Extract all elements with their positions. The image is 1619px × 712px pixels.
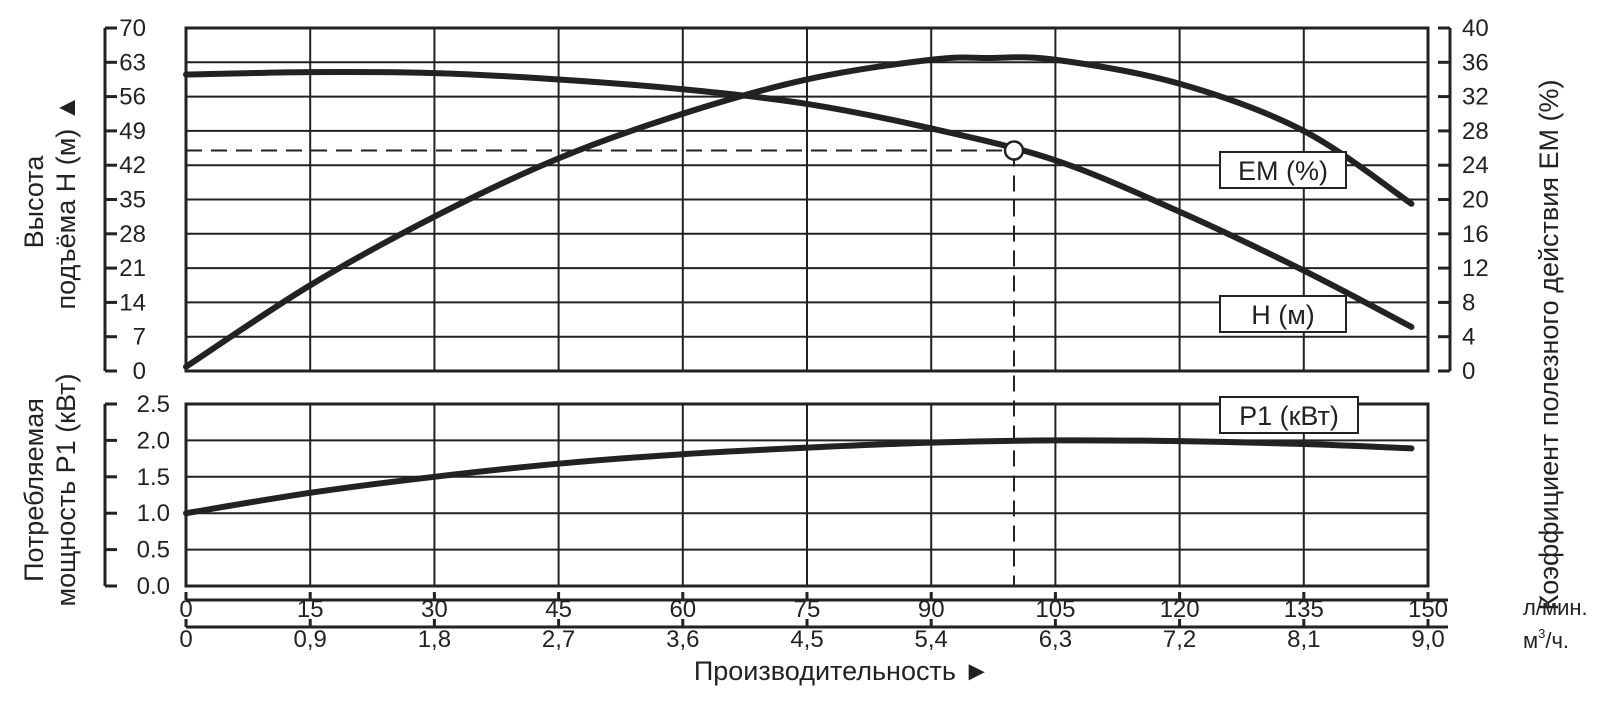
efficiency-tick-label: 20 [1462,187,1489,214]
curves [183,54,1415,517]
power-axis-title-line2: мощность P1 (кВт) [51,374,81,607]
efficiency-series-label-box [1219,151,1347,189]
head-axis-ticks: 0 7 14 21 28 35 42 49 56 63 70 [105,15,146,385]
x-tick-label-lpm: 120 [1160,596,1200,623]
power-panel-frame [184,402,1430,588]
x-tick-label-lpm: 105 [1035,596,1075,623]
head-tick-label: 70 [119,15,146,42]
x-unit-m3h-suffix: /ч. [1545,628,1569,653]
power-curve [183,437,1415,517]
x-tick-label-m3h: 7,2 [1163,626,1196,653]
x-axis-ticks: 0 0 15 0,9 30 1,8 45 2,7 60 3,6 75 4,5 90 5,4 105 6,3 12… [179,592,1448,653]
x-tick-label-lpm: 30 [421,596,448,623]
x-tick-label-m3h: 1,8 [418,626,451,653]
head-tick-label: 63 [119,49,146,76]
x-tick-label-m3h: 8,1 [1287,626,1320,653]
head-series-label-box [1219,295,1347,333]
efficiency-tick-label: 32 [1462,84,1489,111]
x-unit-lpm: л/мин. [1523,595,1588,620]
head-panel-frame [184,26,1430,373]
x-tick-label-lpm: 75 [794,596,821,623]
x-tick-label-m3h: 4,5 [790,626,823,653]
x-tick-label-lpm: 15 [297,596,324,623]
operating-point-lines [186,149,1015,586]
efficiency-tick-label: 0 [1462,358,1475,385]
power-tick-label: 1.5 [137,464,170,491]
x-tick-label-lpm: 60 [669,596,696,623]
x-axis-title: Производительность ► [694,656,990,686]
efficiency-series-label: ЕМ (%) [1238,156,1328,186]
series-labels: ЕМ (%) H (м) P1 (кВт) [1219,151,1359,434]
head-axis-title-line1: Высота [19,155,49,249]
x-tick-label-lpm: 90 [918,596,945,623]
power-tick-label: 2.5 [137,391,170,418]
x-tick-label-m3h: 0,9 [294,626,327,653]
efficiency-axis-ticks: 0 4 8 12 16 20 24 28 32 36 40 [1438,15,1489,385]
power-series-label: P1 (кВт) [1239,401,1339,431]
x-tick-label-m3h: 0 [179,626,192,653]
efficiency-tick-label: 40 [1462,15,1489,42]
x-tick-label-lpm: 135 [1284,596,1324,623]
power-series-label-box [1219,396,1359,434]
head-tick-label: 7 [133,324,146,351]
efficiency-tick-label: 36 [1462,49,1489,76]
x-tick-label-m3h: 9,0 [1411,626,1444,653]
power-tick-label: 1.0 [137,500,170,527]
head-series-label: H (м) [1251,300,1315,330]
head-tick-label: 42 [119,152,146,179]
head-axis-title-line2: подъёма H (м) ▲ [51,95,81,310]
x-tick-label-lpm: 45 [545,596,572,623]
x-unit-m3h-sup: 3 [1538,626,1545,641]
efficiency-tick-label: 4 [1462,324,1475,351]
head-curve [183,68,1415,330]
power-tick-label: 0.5 [137,537,170,564]
power-axis-title-line1: Потребляемая [19,398,49,582]
x-tick-label-m3h: 5,4 [915,626,948,653]
x-tick-label-m3h: 3,6 [666,626,699,653]
head-tick-label: 14 [119,289,146,316]
x-tick-label-m3h: 6,3 [1039,626,1072,653]
x-unit-m3h-base: м [1523,628,1538,653]
head-tick-label: 0 [133,358,146,385]
power-tick-label: 0.0 [137,573,170,600]
operating-point-marker [1003,140,1025,161]
x-tick-label-lpm: 150 [1408,596,1448,623]
power-tick-label: 2.0 [137,427,170,454]
efficiency-tick-label: 8 [1462,289,1475,316]
x-tick-label-lpm: 0 [179,596,192,623]
head-tick-label: 28 [119,221,146,248]
efficiency-tick-label: 28 [1462,118,1489,145]
head-tick-label: 21 [119,255,146,282]
head-tick-label: 35 [119,187,146,214]
efficiency-tick-label: 24 [1462,152,1489,179]
efficiency-tick-label: 16 [1462,221,1489,248]
x-tick-label-m3h: 2,7 [542,626,575,653]
head-tick-label: 56 [119,84,146,111]
efficiency-axis-title: Коэффициент полезного действия ЕМ (%) [1534,80,1564,611]
efficiency-curve [183,54,1415,370]
power-axis-ticks: 0.0 0.5 1.0 1.5 2.0 2.5 [105,391,170,600]
efficiency-tick-label: 12 [1462,255,1489,282]
x-unit-m3h: м3/ч. [1523,626,1569,653]
head-tick-label: 49 [119,118,146,145]
